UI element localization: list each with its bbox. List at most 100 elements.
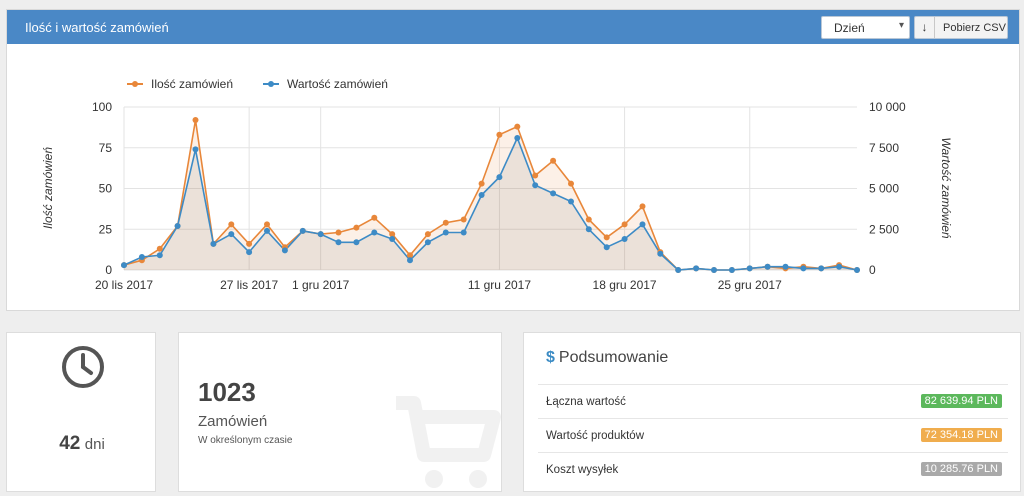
y-left-axis-title: Ilość zamówień <box>41 147 55 229</box>
data-point <box>782 263 789 270</box>
data-point <box>121 262 127 269</box>
data-point <box>657 250 664 257</box>
data-point <box>281 247 288 254</box>
data-point <box>192 146 199 153</box>
data-point <box>532 172 539 179</box>
summary-badge-products: 72 354.18 PLN <box>920 428 1002 442</box>
y-left-tick-label: 0 <box>105 263 112 277</box>
y-left-tick-label: 100 <box>92 100 112 114</box>
summary-title-text: Podsumowanie <box>558 349 669 366</box>
summary-row-total: Łączna wartość 82 639.94 PLN <box>538 384 1008 418</box>
data-point <box>335 229 342 236</box>
data-point <box>407 257 413 264</box>
y-left-tick-label: 25 <box>99 222 113 236</box>
chevron-down-icon: ▾ <box>898 20 904 31</box>
orders-subtitle: W określonym czasie <box>198 435 293 446</box>
orders-count-card: 1023 Zamówień W określonym czasie <box>178 332 502 492</box>
summary-row-label: Łączna wartość <box>546 396 626 408</box>
data-point <box>424 231 431 238</box>
data-point <box>407 252 413 259</box>
data-point <box>138 254 145 260</box>
summary-title: $ Podsumowanie <box>546 349 668 367</box>
data-point <box>228 231 235 238</box>
data-point <box>621 236 628 242</box>
data-point <box>335 239 342 246</box>
x-tick-label: 18 gru 2017 <box>593 278 657 292</box>
x-tick-label: 20 lis 2017 <box>95 278 153 292</box>
summary-row-label: Koszt wysyłek <box>546 464 619 476</box>
data-point <box>156 252 163 259</box>
data-point <box>603 244 610 251</box>
data-point <box>585 216 592 223</box>
data-point <box>424 239 431 246</box>
series-area <box>124 138 857 270</box>
download-arrow-icon: ↓ <box>915 17 935 38</box>
data-point <box>246 240 253 247</box>
period-select-value: Dzień <box>834 21 865 35</box>
data-point <box>621 221 628 228</box>
data-point <box>156 245 163 252</box>
data-point <box>514 123 521 130</box>
y-right-tick-label: 0 <box>869 263 876 277</box>
data-point <box>639 203 646 210</box>
data-point <box>496 174 503 181</box>
data-point <box>568 180 574 187</box>
data-point <box>371 214 378 221</box>
clock-icon <box>62 346 104 388</box>
data-point <box>460 216 467 223</box>
data-point <box>246 249 253 256</box>
summary-row-label: Wartość produktów <box>546 430 644 442</box>
download-csv-button[interactable]: ↓ Pobierz CSV <box>914 16 1008 39</box>
data-point <box>603 234 610 241</box>
legend-marker <box>132 81 138 87</box>
panel-header: Ilość i wartość zamówień Dzień ▾ ↓ Pobie… <box>7 10 1019 44</box>
data-point <box>210 240 217 247</box>
data-point <box>836 263 843 270</box>
x-tick-label: 27 lis 2017 <box>220 278 278 292</box>
data-point <box>746 265 753 272</box>
y-right-tick-label: 10 000 <box>869 100 906 114</box>
line-chart: 0 25 50 75 100 0 2 500 5 000 7 500 10 000 20 lis 2… <box>41 77 953 292</box>
data-point <box>728 267 735 273</box>
y-right-axis-title: Wartość zamówień <box>939 137 953 238</box>
data-point <box>496 131 503 138</box>
summary-badge-total: 82 639.94 PLN <box>920 394 1002 408</box>
summary-badge-shipping: 10 285.76 PLN <box>920 462 1002 476</box>
data-point <box>639 221 646 228</box>
data-point <box>514 135 521 141</box>
data-point <box>192 117 199 123</box>
orders-chart-panel: Ilość i wartość zamówień Dzień ▾ ↓ Pobie… <box>6 9 1020 311</box>
data-point <box>264 227 270 234</box>
data-point <box>585 226 592 233</box>
data-point <box>818 265 825 272</box>
data-point <box>550 157 557 164</box>
data-point <box>764 263 771 270</box>
days-unit: dni <box>84 436 105 453</box>
legend-label: Wartość zamówień <box>287 77 388 91</box>
days-count: 42 dni <box>7 433 157 455</box>
data-point <box>174 223 181 229</box>
y-right-tick-label: 5 000 <box>869 182 899 196</box>
data-point <box>800 265 807 272</box>
dollar-icon: $ <box>546 349 555 366</box>
orders-label: Zamówień <box>198 413 268 430</box>
y-left-tick-label: 75 <box>99 141 113 155</box>
x-tick-label: 25 gru 2017 <box>718 278 782 292</box>
data-point <box>371 229 378 236</box>
summary-row-products: Wartość produktów 72 354.18 PLN <box>538 418 1008 452</box>
data-point <box>693 265 700 272</box>
cart-icon <box>396 396 501 488</box>
data-point <box>478 192 485 198</box>
download-csv-label: Pobierz CSV <box>943 22 1006 34</box>
data-point <box>675 267 682 273</box>
x-tick-label: 1 gru 2017 <box>292 278 350 292</box>
data-point <box>353 224 360 231</box>
period-select[interactable]: Dzień ▾ <box>821 16 910 39</box>
data-point <box>299 227 306 234</box>
y-right-tick-label: 2 500 <box>869 222 899 236</box>
days-value: 42 <box>59 433 81 454</box>
orders-count: 1023 <box>198 377 256 407</box>
data-point <box>532 182 539 189</box>
legend-label: Ilość zamówień <box>151 77 233 91</box>
data-point <box>389 231 396 238</box>
